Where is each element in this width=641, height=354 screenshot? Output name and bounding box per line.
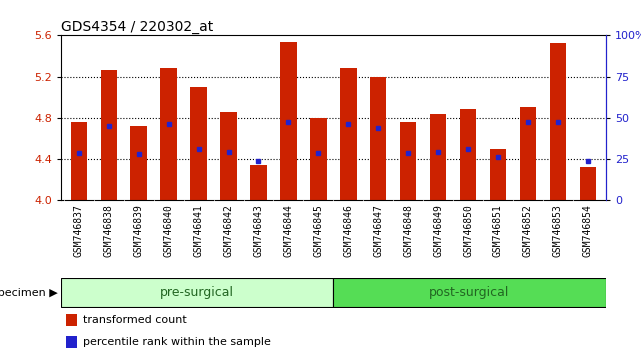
Bar [490, 149, 506, 200]
Text: GSM746837: GSM746837 [74, 204, 84, 257]
Bar [400, 122, 417, 200]
Bar [67, 336, 77, 348]
Text: GSM746845: GSM746845 [313, 204, 323, 257]
Bar [71, 122, 87, 200]
Bar [280, 41, 297, 200]
Bar [101, 70, 117, 200]
Text: GSM746838: GSM746838 [104, 204, 114, 257]
Bar [370, 76, 387, 200]
Bar [131, 126, 147, 200]
Text: GSM746846: GSM746846 [344, 204, 353, 257]
Bar [310, 118, 326, 200]
Bar [221, 112, 237, 200]
Text: percentile rank within the sample: percentile rank within the sample [83, 337, 271, 347]
Bar [340, 68, 356, 200]
Text: GSM746848: GSM746848 [403, 204, 413, 257]
Text: GSM746853: GSM746853 [553, 204, 563, 257]
Text: GSM746844: GSM746844 [283, 204, 294, 257]
Text: GSM746850: GSM746850 [463, 204, 473, 257]
Bar [190, 87, 207, 200]
Text: specimen ▶: specimen ▶ [0, 288, 58, 298]
Text: GSM746843: GSM746843 [253, 204, 263, 257]
Text: GSM746854: GSM746854 [583, 204, 593, 257]
FancyBboxPatch shape [333, 279, 606, 307]
Text: GSM746841: GSM746841 [194, 204, 204, 257]
Text: GSM746840: GSM746840 [163, 204, 174, 257]
Text: GSM746849: GSM746849 [433, 204, 443, 257]
Bar [460, 109, 476, 200]
Text: GSM746842: GSM746842 [224, 204, 233, 257]
FancyBboxPatch shape [61, 279, 333, 307]
Text: transformed count: transformed count [83, 315, 187, 325]
Bar [549, 42, 566, 200]
Bar [67, 314, 77, 326]
Bar [579, 167, 596, 200]
Text: post-surgical: post-surgical [429, 286, 510, 299]
Text: pre-surgical: pre-surgical [160, 286, 234, 299]
Bar [520, 107, 536, 200]
Text: GSM746851: GSM746851 [493, 204, 503, 257]
Bar [250, 165, 267, 200]
Text: GSM746847: GSM746847 [373, 204, 383, 257]
Bar [160, 68, 177, 200]
Text: GDS4354 / 220302_at: GDS4354 / 220302_at [61, 21, 213, 34]
Bar [430, 114, 446, 200]
Text: GSM746839: GSM746839 [134, 204, 144, 257]
Text: GSM746852: GSM746852 [523, 204, 533, 257]
